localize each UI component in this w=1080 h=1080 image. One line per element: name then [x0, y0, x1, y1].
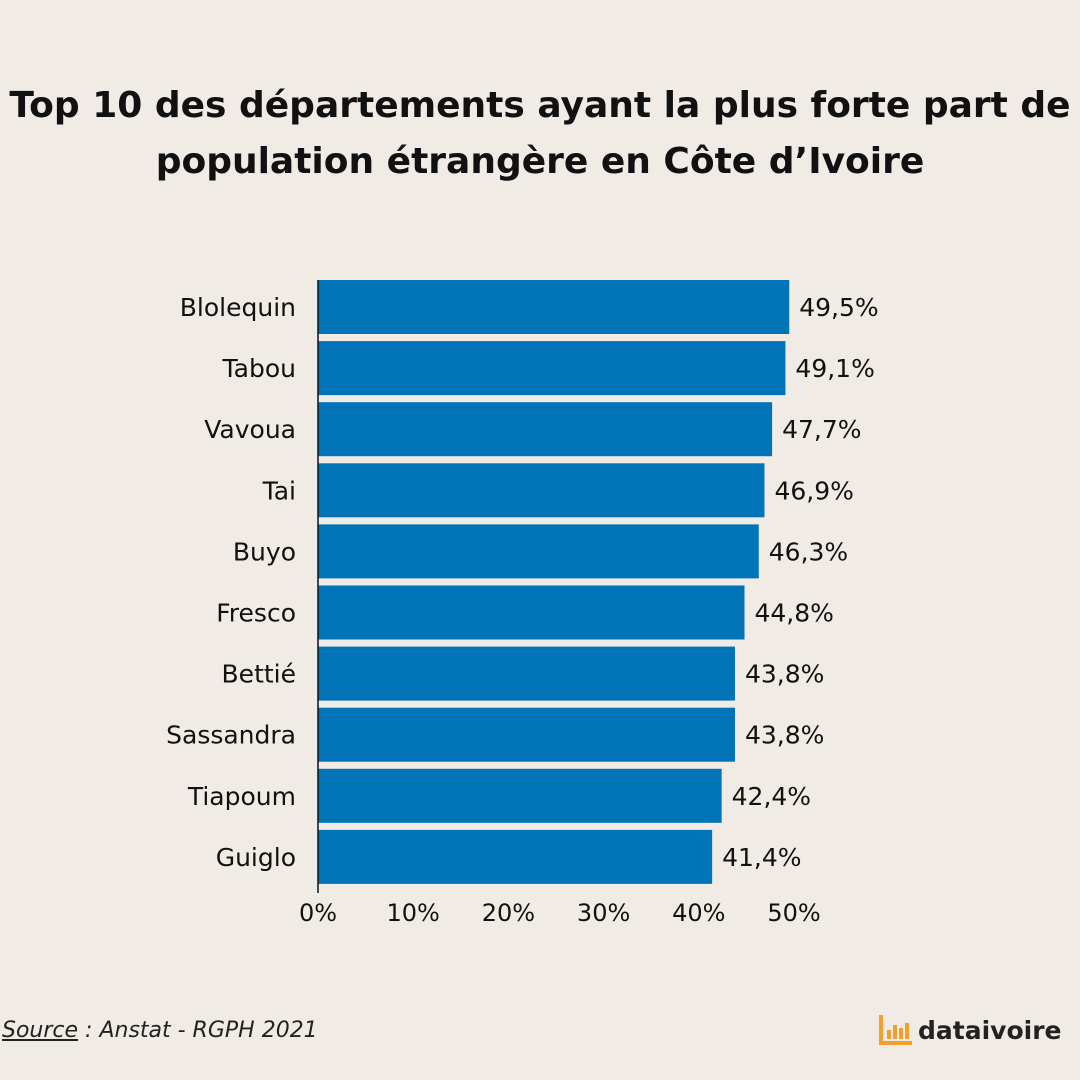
- category-label: Sassandra: [166, 721, 296, 750]
- category-label: Tabou: [222, 354, 296, 383]
- data-label: 49,5%: [799, 293, 878, 322]
- bar: [318, 585, 745, 640]
- source-text: : Anstat - RGPH 2021: [78, 1018, 318, 1043]
- bar: [318, 707, 735, 762]
- data-label: 42,4%: [732, 782, 811, 811]
- source-note: Source : Anstat - RGPH 2021: [2, 1018, 318, 1043]
- category-label: Tai: [262, 476, 296, 505]
- data-label: 43,8%: [745, 721, 824, 750]
- chart-title-line-1: Top 10 des départements ayant la plus fo…: [9, 85, 1071, 126]
- bar: [318, 280, 790, 334]
- bar: [318, 524, 759, 579]
- category-label: Blolequin: [180, 293, 296, 322]
- data-label: 44,8%: [754, 599, 833, 628]
- brand-name: dataivoire: [918, 1015, 1062, 1045]
- category-label: Bettié: [222, 660, 296, 689]
- bar: [318, 768, 722, 823]
- chart-title-line-2: population étrangère en Côte d’Ivoire: [155, 141, 925, 182]
- bar: [318, 402, 773, 457]
- chart-title: Top 10 des départements ayant la plus fo…: [0, 78, 1080, 190]
- data-label: 41,4%: [722, 843, 801, 872]
- bar: [318, 463, 765, 518]
- category-label: Guiglo: [216, 843, 296, 872]
- bar: [318, 646, 735, 701]
- bar-chart-logo-icon: [879, 1015, 912, 1045]
- x-tick-label: 20%: [482, 899, 535, 927]
- data-label: 43,8%: [745, 660, 824, 689]
- data-label: 46,3%: [769, 537, 848, 566]
- category-label: Fresco: [216, 599, 296, 628]
- x-tick-label: 40%: [672, 899, 725, 927]
- category-label: Vavoua: [204, 415, 296, 444]
- data-label: 46,9%: [774, 476, 853, 505]
- brand: dataivoire: [878, 1012, 1061, 1048]
- x-tick-label: 10%: [387, 899, 440, 927]
- category-label: Tiapoum: [187, 782, 296, 811]
- bar: [318, 829, 713, 884]
- data-label: 49,1%: [795, 354, 874, 383]
- category-label: Buyo: [233, 537, 296, 566]
- source-label: Source: [2, 1018, 79, 1043]
- x-tick-label: 30%: [577, 899, 630, 927]
- x-tick-label: 50%: [767, 899, 820, 927]
- bar: [318, 341, 786, 396]
- x-tick-label: 0%: [299, 899, 337, 927]
- data-label: 47,7%: [782, 415, 861, 444]
